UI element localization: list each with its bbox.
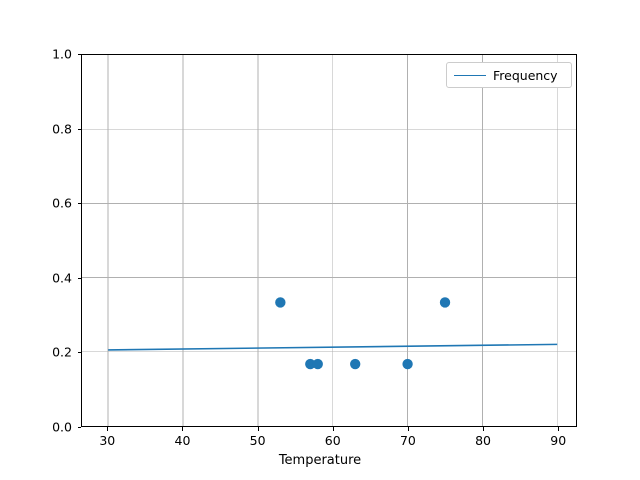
x-tick-label: 40 (174, 433, 191, 448)
y-tick-label: 0.2 (52, 344, 72, 360)
scatter-point (305, 358, 316, 370)
y-tick-label: 0.4 (52, 270, 72, 286)
x-tick-mark (332, 427, 334, 431)
x-tick-label: 80 (475, 433, 491, 448)
y-tick-mark (77, 203, 81, 205)
x-tick-mark (407, 427, 409, 431)
y-tick-label: 0.0 (52, 419, 72, 435)
y-tick-label: 1.0 (52, 46, 72, 62)
chart-legend[interactable]: Frequency (446, 62, 572, 88)
legend-entry-frequency: Frequency (454, 68, 558, 83)
y-tick-label: 0.6 (52, 195, 72, 211)
x-tick-label: 70 (399, 433, 416, 448)
legend-entry-label: Frequency (493, 67, 558, 83)
y-tick-mark (77, 54, 81, 55)
x-tick-label: 30 (99, 433, 116, 448)
x-tick-label: 50 (249, 433, 266, 448)
data-layer (108, 297, 558, 370)
x-tick-label: 90 (550, 433, 567, 448)
y-tick-mark (77, 128, 81, 130)
scatter-point (275, 297, 286, 308)
x-tick-mark (107, 427, 109, 431)
x-tick-mark (483, 427, 485, 431)
legend-line-swatch (454, 74, 486, 76)
y-tick-mark (77, 277, 81, 279)
scatter-point (439, 297, 451, 308)
x-tick-mark (257, 427, 259, 431)
scatter-point (350, 358, 361, 370)
x-tick-mark (182, 427, 184, 431)
y-tick-mark (77, 427, 81, 428)
x-axis-label: Temperature (278, 453, 362, 468)
x-tick-mark (558, 427, 560, 431)
y-tick-label: 0.8 (52, 121, 72, 137)
scatter-point (402, 358, 413, 370)
grid-layer (82, 55, 576, 426)
x-tick-label: 60 (324, 433, 341, 448)
series-line-frequency (108, 343, 558, 351)
plot-area (81, 54, 577, 427)
scatter-point (312, 358, 323, 370)
y-tick-mark (77, 352, 81, 354)
